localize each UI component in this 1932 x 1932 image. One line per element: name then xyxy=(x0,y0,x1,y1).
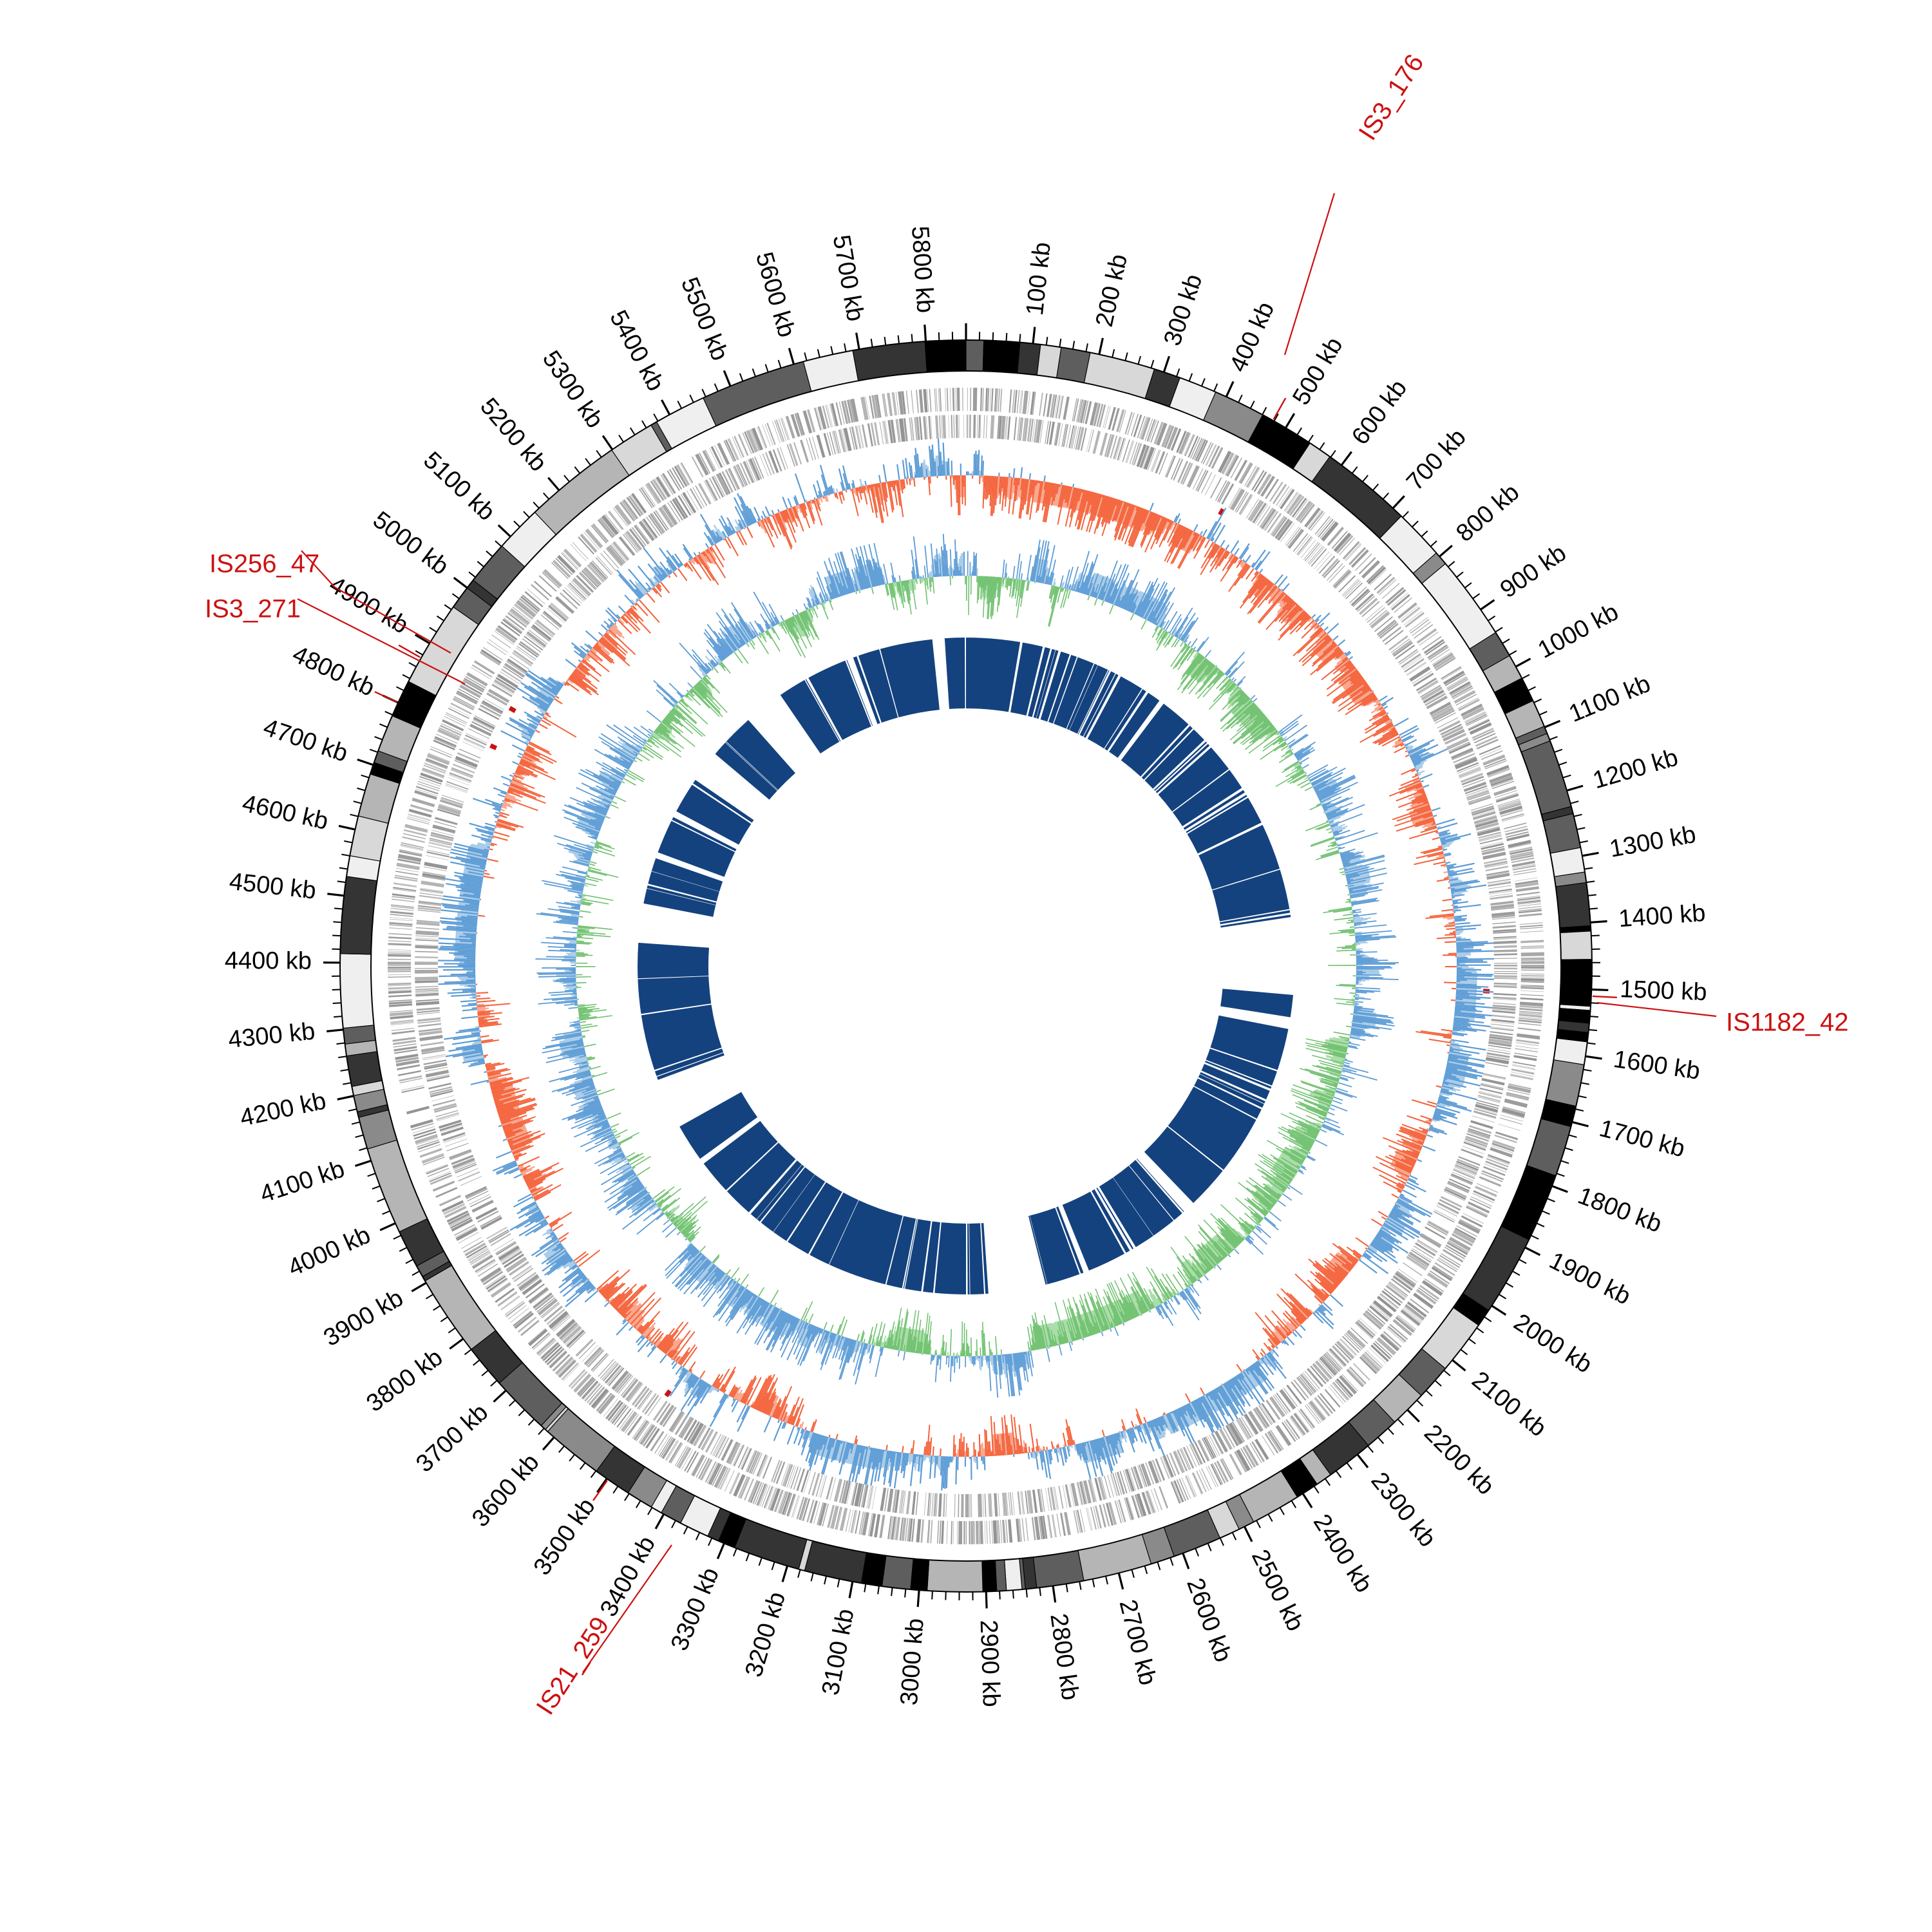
is-marker xyxy=(664,1389,672,1397)
tick-label: 3800 kb xyxy=(362,1344,448,1417)
tick-label: 2900 kb xyxy=(975,1620,1005,1708)
tick-label: 3200 kb xyxy=(740,1589,791,1680)
tick-label: 4500 kb xyxy=(228,868,317,905)
tick-label: 4300 kb xyxy=(227,1018,316,1054)
tick-label: 2800 kb xyxy=(1045,1612,1083,1702)
is-annotation: IS3_271 xyxy=(205,595,466,703)
tick-label: 4600 kb xyxy=(240,790,330,835)
is-ring-tick xyxy=(398,644,421,658)
is-marker xyxy=(489,743,498,750)
is-annotation: IS3_176 xyxy=(1273,50,1430,420)
tick-label: 1100 kb xyxy=(1565,670,1654,728)
tick-label: 3500 kb xyxy=(529,1493,601,1580)
tick-label: 500 kb xyxy=(1287,333,1348,410)
tick-label: 700 kb xyxy=(1401,424,1472,496)
is-leader-line xyxy=(1596,1001,1717,1018)
is-ring-tick xyxy=(592,1480,608,1501)
tick-label: 5600 kb xyxy=(750,249,800,341)
is-leader-line xyxy=(582,1544,672,1673)
is-annotation: IS256_47 xyxy=(209,550,451,658)
tick-label: 5800 kb xyxy=(906,225,939,314)
is-leader-line xyxy=(297,598,466,685)
tick-label: 5700 kb xyxy=(828,233,869,323)
is-label: IS3_271 xyxy=(205,595,301,623)
gc-content-ring xyxy=(438,439,1494,1491)
tick-label: 5200 kb xyxy=(475,393,552,477)
tick-label: 4200 kb xyxy=(238,1087,328,1132)
tick-label: 4700 kb xyxy=(260,714,352,767)
tick-label: 2600 kb xyxy=(1181,1575,1236,1665)
tick-label: 2300 kb xyxy=(1365,1468,1441,1553)
tick-label: 5000 kb xyxy=(368,506,453,580)
tick-label: 1700 kb xyxy=(1596,1115,1687,1162)
tick-label: 2500 kb xyxy=(1246,1546,1309,1636)
tick-label: 2200 kb xyxy=(1419,1419,1499,1501)
tick-label: 900 kb xyxy=(1495,540,1571,603)
tick-label: 2400 kb xyxy=(1308,1510,1378,1598)
blast-coverage-ring xyxy=(638,638,1294,1294)
is-leader-line xyxy=(301,550,451,654)
tick-label: 4100 kb xyxy=(257,1155,348,1208)
tick-label: 4400 kb xyxy=(225,947,312,975)
tick-label: 5300 kb xyxy=(537,346,609,433)
tick-label: 1000 kb xyxy=(1533,598,1623,664)
tick-label: 4800 kb xyxy=(289,641,379,702)
tick-label: 1800 kb xyxy=(1574,1182,1665,1238)
is-marker xyxy=(1218,507,1226,516)
tick-label: 3100 kb xyxy=(817,1607,860,1698)
is-ring-tick xyxy=(1273,397,1287,420)
tick-marks xyxy=(323,323,1609,1609)
tick-label: 5100 kb xyxy=(418,447,500,526)
tick-label: 300 kb xyxy=(1159,271,1208,350)
tick-label: 1500 kb xyxy=(1620,976,1708,1006)
is-ring-tick xyxy=(374,691,397,703)
tick-label: 3000 kb xyxy=(896,1617,929,1706)
tick-label: 5400 kb xyxy=(604,306,669,395)
is-label: IS1182_42 xyxy=(1726,1009,1849,1037)
tick-label: 3300 kb xyxy=(666,1564,724,1654)
tick-label: 1600 kb xyxy=(1612,1046,1702,1085)
is-marker xyxy=(508,706,516,714)
tick-label: 800 kb xyxy=(1451,478,1524,547)
tick-label: 2700 kb xyxy=(1114,1597,1162,1688)
is-label: IS3_176 xyxy=(1354,50,1430,146)
is-label: IS21_259 xyxy=(531,1612,615,1720)
tick-label: 200 kb xyxy=(1091,252,1133,329)
is-label: IS256_47 xyxy=(209,550,319,578)
tick-label: 1400 kb xyxy=(1618,900,1707,933)
tick-label: 1200 kb xyxy=(1590,744,1681,794)
is-ring-tick xyxy=(1592,995,1617,999)
tick-label: 1900 kb xyxy=(1545,1247,1635,1310)
tick-label: 5500 kb xyxy=(676,274,734,365)
tick-label: 4900 kb xyxy=(325,571,413,639)
karyotype-ring xyxy=(339,339,1593,1593)
tick-label: 1300 kb xyxy=(1607,821,1698,863)
cds-feature-ring xyxy=(388,388,1544,1544)
tick-label: 600 kb xyxy=(1347,375,1412,450)
is-leader-line xyxy=(1283,193,1336,355)
tick-label: 4000 kb xyxy=(284,1222,375,1282)
tick-label: 2100 kb xyxy=(1466,1367,1551,1443)
tick-label: 100 kb xyxy=(1021,241,1056,317)
tick-label: 3900 kb xyxy=(319,1284,408,1352)
tick-label: 3600 kb xyxy=(467,1449,545,1532)
tick-label: 400 kb xyxy=(1225,298,1280,376)
tick-label: 2000 kb xyxy=(1509,1309,1596,1379)
is-annotation: IS1182_42 xyxy=(1592,995,1849,1037)
gc-skew-ring xyxy=(535,533,1399,1398)
tick-label: 3700 kb xyxy=(411,1399,493,1478)
